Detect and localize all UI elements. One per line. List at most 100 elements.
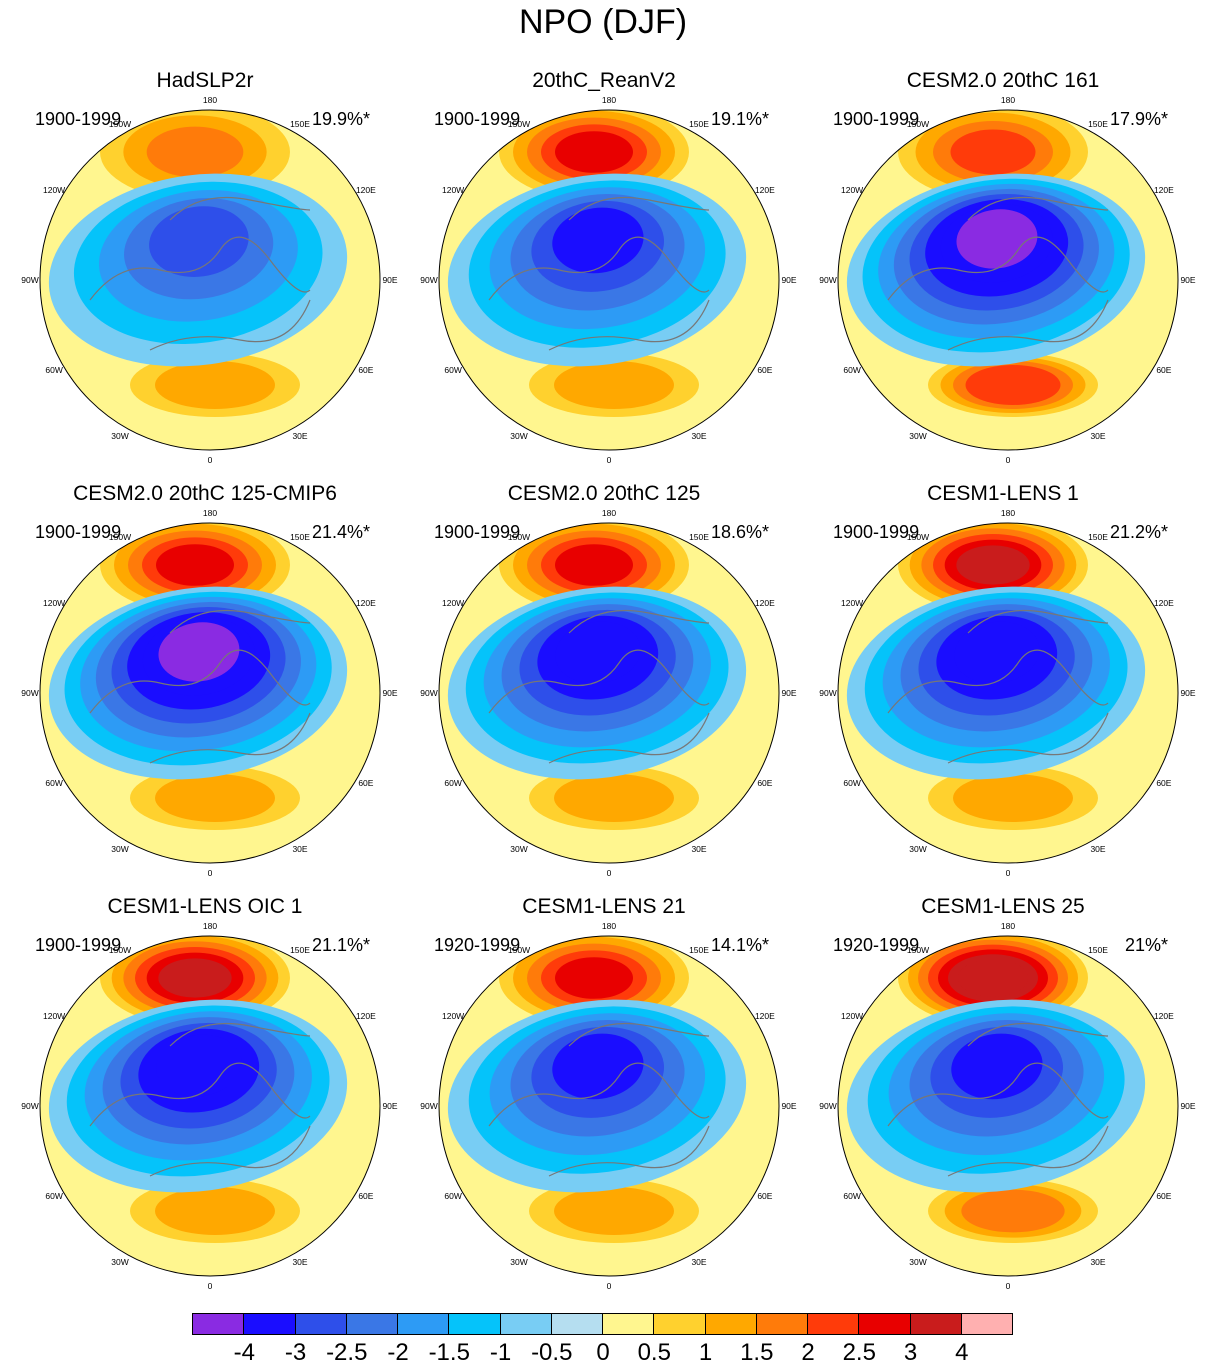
- longitude-label: 120E: [1154, 1011, 1174, 1021]
- atlantic-high-contour: [554, 774, 674, 822]
- longitude-label: 90E: [1180, 1101, 1195, 1111]
- polar-map: 180 150E 120E 90E 60E 30E 0 30W 60W 90W 120W 150W: [420, 921, 797, 1291]
- longitude-label: 60W: [843, 365, 860, 375]
- arctic-low-contour: [951, 1033, 1043, 1100]
- period-label: 1900-1999: [434, 522, 521, 542]
- map-panel: 180 150E 120E 90E 60E 30E 0 30W 60W 90W 120W 150W CE…: [404, 481, 804, 891]
- longitude-label: 60E: [358, 1191, 373, 1201]
- longitude-label: 90W: [21, 1101, 38, 1111]
- longitude-label: 60W: [45, 365, 62, 375]
- longitude-label: 90E: [1180, 688, 1195, 698]
- map-panel: 180 150E 120E 90E 60E 30E 0 30W 60W 90W 120W 150W CE…: [803, 894, 1203, 1304]
- longitude-label: 30E: [691, 1257, 706, 1267]
- panel-title: CESM1-LENS OIC 1: [107, 895, 303, 918]
- pacific-high-contour: [146, 126, 244, 178]
- longitude-label: 30W: [111, 431, 128, 441]
- atlantic-high-contour: [961, 1189, 1065, 1233]
- longitude-label: 0: [208, 455, 213, 465]
- arctic-low-contour: [552, 207, 644, 274]
- polar-map: 180 150E 120E 90E 60E 30E 0 30W 60W 90W 120W 150W: [420, 508, 797, 878]
- longitude-label: 120E: [1154, 598, 1174, 608]
- longitude-label: 180: [203, 508, 217, 518]
- longitude-label: 150W: [907, 945, 929, 955]
- map-panel: 180 150E 120E 90E 60E 30E 0 30W 60W 90W 120W 150W CE…: [803, 481, 1203, 891]
- period-label: 1900-1999: [35, 109, 122, 129]
- longitude-label: 90W: [21, 275, 38, 285]
- pacific-high-contour: [555, 544, 633, 586]
- colorbar-tick-label: 2.5: [842, 1339, 876, 1366]
- period-label: 1920-1999: [434, 935, 521, 955]
- variance-label: 21.2%*: [1109, 522, 1168, 542]
- atlantic-high-contour: [155, 774, 275, 822]
- arctic-low-contour: [552, 1033, 644, 1100]
- longitude-label: 60E: [757, 1191, 772, 1201]
- longitude-label: 150E: [1088, 945, 1108, 955]
- panel-title: CESM2.0 20thC 125-CMIP6: [73, 482, 337, 505]
- colorbar-tick-label: 4: [955, 1339, 969, 1366]
- longitude-label: 30W: [909, 1257, 926, 1267]
- atlantic-high-contour: [155, 361, 275, 409]
- longitude-label: 120W: [841, 185, 863, 195]
- longitude-label: 90W: [819, 275, 836, 285]
- panel-title: CESM2.0 20thC 161: [906, 69, 1100, 92]
- polar-map: 180 150E 120E 90E 60E 30E 0 30W 60W 90W 120W 150W: [21, 508, 398, 878]
- colorbar-tick-label: -2: [387, 1339, 409, 1366]
- arctic-low-contour: [158, 622, 240, 682]
- coastline: [488, 197, 710, 351]
- atlantic-high-contour: [953, 774, 1073, 822]
- longitude-label: 60W: [444, 778, 461, 788]
- longitude-label: 180: [602, 921, 616, 931]
- longitude-label: 180: [602, 95, 616, 105]
- coastline: [887, 197, 1109, 351]
- longitude-label: 120W: [442, 598, 464, 608]
- polar-map: 180 150E 120E 90E 60E 30E 0 30W 60W 90W 120W 150W: [819, 921, 1196, 1291]
- variance-label: 18.6%*: [710, 522, 769, 542]
- colorbar-box: [448, 1313, 501, 1335]
- longitude-label: 120E: [356, 598, 376, 608]
- longitude-label: 150E: [290, 945, 310, 955]
- longitude-label: 120E: [755, 598, 775, 608]
- map-boundary: [438, 109, 780, 451]
- longitude-label: 30E: [691, 431, 706, 441]
- longitude-label: 30W: [510, 844, 527, 854]
- polar-map: 180 150E 120E 90E 60E 30E 0 30W 60W 90W 120W 150W: [21, 95, 398, 465]
- colorbar-box: [602, 1313, 655, 1335]
- longitude-label: 0: [208, 868, 213, 878]
- polar-map: 180 150E 120E 90E 60E 30E 0 30W 60W 90W 120W 150W: [420, 95, 797, 465]
- colorbar-tick-label: 2: [801, 1339, 815, 1366]
- variance-label: 19.9%*: [311, 109, 370, 129]
- map-panel: 180 150E 120E 90E 60E 30E 0 30W 60W 90W 120W 150W CE…: [404, 894, 804, 1304]
- pacific-high-contour: [156, 544, 234, 586]
- longitude-label: 120W: [43, 598, 65, 608]
- longitude-label: 60E: [757, 778, 772, 788]
- pacific-high-contour: [958, 959, 1028, 997]
- map-boundary: [39, 109, 381, 451]
- colorbar-tick-label: 0.5: [637, 1339, 671, 1366]
- coastline: [887, 610, 1109, 764]
- pacific-high-contour: [555, 957, 633, 999]
- longitude-label: 30E: [1090, 844, 1105, 854]
- longitude-label: 90W: [819, 688, 836, 698]
- longitude-label: 180: [203, 95, 217, 105]
- colorbar-tick-label: 1.5: [740, 1339, 774, 1366]
- longitude-label: 120E: [356, 185, 376, 195]
- longitude-label: 90W: [420, 1101, 437, 1111]
- longitude-label: 90E: [382, 688, 397, 698]
- longitude-label: 30W: [510, 431, 527, 441]
- polar-map: 180 150E 120E 90E 60E 30E 0 30W 60W 90W 120W 150W: [819, 508, 1196, 878]
- longitude-label: 30W: [909, 844, 926, 854]
- longitude-label: 150W: [109, 119, 131, 129]
- colorbar-tick-label: 3: [903, 1339, 918, 1366]
- pacific-high-contour: [158, 958, 232, 998]
- colorbar-box: [294, 1313, 347, 1335]
- colorbar-tick-label: -4: [233, 1339, 255, 1366]
- period-label: 1900-1999: [833, 109, 920, 129]
- longitude-label: 90W: [819, 1101, 836, 1111]
- longitude-label: 120E: [1154, 185, 1174, 195]
- longitude-label: 0: [1006, 1281, 1011, 1291]
- longitude-label: 120W: [43, 185, 65, 195]
- longitude-label: 150E: [290, 119, 310, 129]
- panel-title: CESM2.0 20thC 125: [507, 482, 701, 505]
- map-boundary: [438, 935, 780, 1277]
- longitude-label: 150W: [508, 119, 530, 129]
